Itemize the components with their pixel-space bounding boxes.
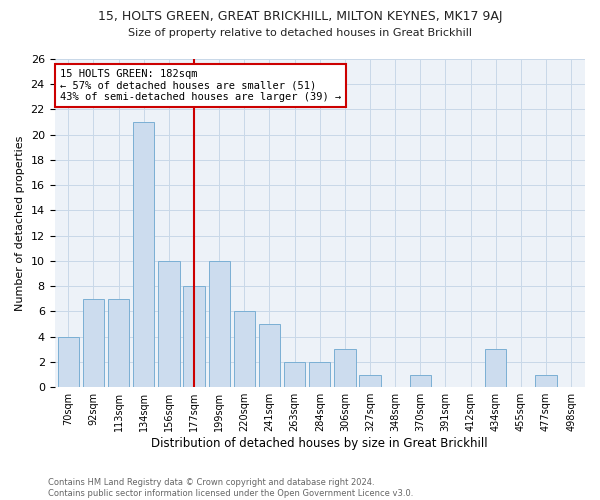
Text: Contains HM Land Registry data © Crown copyright and database right 2024.
Contai: Contains HM Land Registry data © Crown c…: [48, 478, 413, 498]
X-axis label: Distribution of detached houses by size in Great Brickhill: Distribution of detached houses by size …: [151, 437, 488, 450]
Bar: [184, 286, 205, 387]
Bar: [83, 299, 104, 387]
Y-axis label: Number of detached properties: Number of detached properties: [15, 136, 25, 311]
Text: 15 HOLTS GREEN: 182sqm
← 57% of detached houses are smaller (51)
43% of semi-det: 15 HOLTS GREEN: 182sqm ← 57% of detached…: [60, 69, 341, 102]
Bar: [410, 374, 431, 387]
Bar: [535, 374, 557, 387]
Bar: [233, 312, 255, 387]
Bar: [209, 261, 230, 387]
Bar: [158, 261, 179, 387]
Text: 15, HOLTS GREEN, GREAT BRICKHILL, MILTON KEYNES, MK17 9AJ: 15, HOLTS GREEN, GREAT BRICKHILL, MILTON…: [98, 10, 502, 23]
Bar: [334, 350, 356, 387]
Text: Size of property relative to detached houses in Great Brickhill: Size of property relative to detached ho…: [128, 28, 472, 38]
Bar: [133, 122, 154, 387]
Bar: [58, 336, 79, 387]
Bar: [108, 299, 130, 387]
Bar: [284, 362, 305, 387]
Bar: [485, 350, 506, 387]
Bar: [359, 374, 381, 387]
Bar: [259, 324, 280, 387]
Bar: [309, 362, 331, 387]
